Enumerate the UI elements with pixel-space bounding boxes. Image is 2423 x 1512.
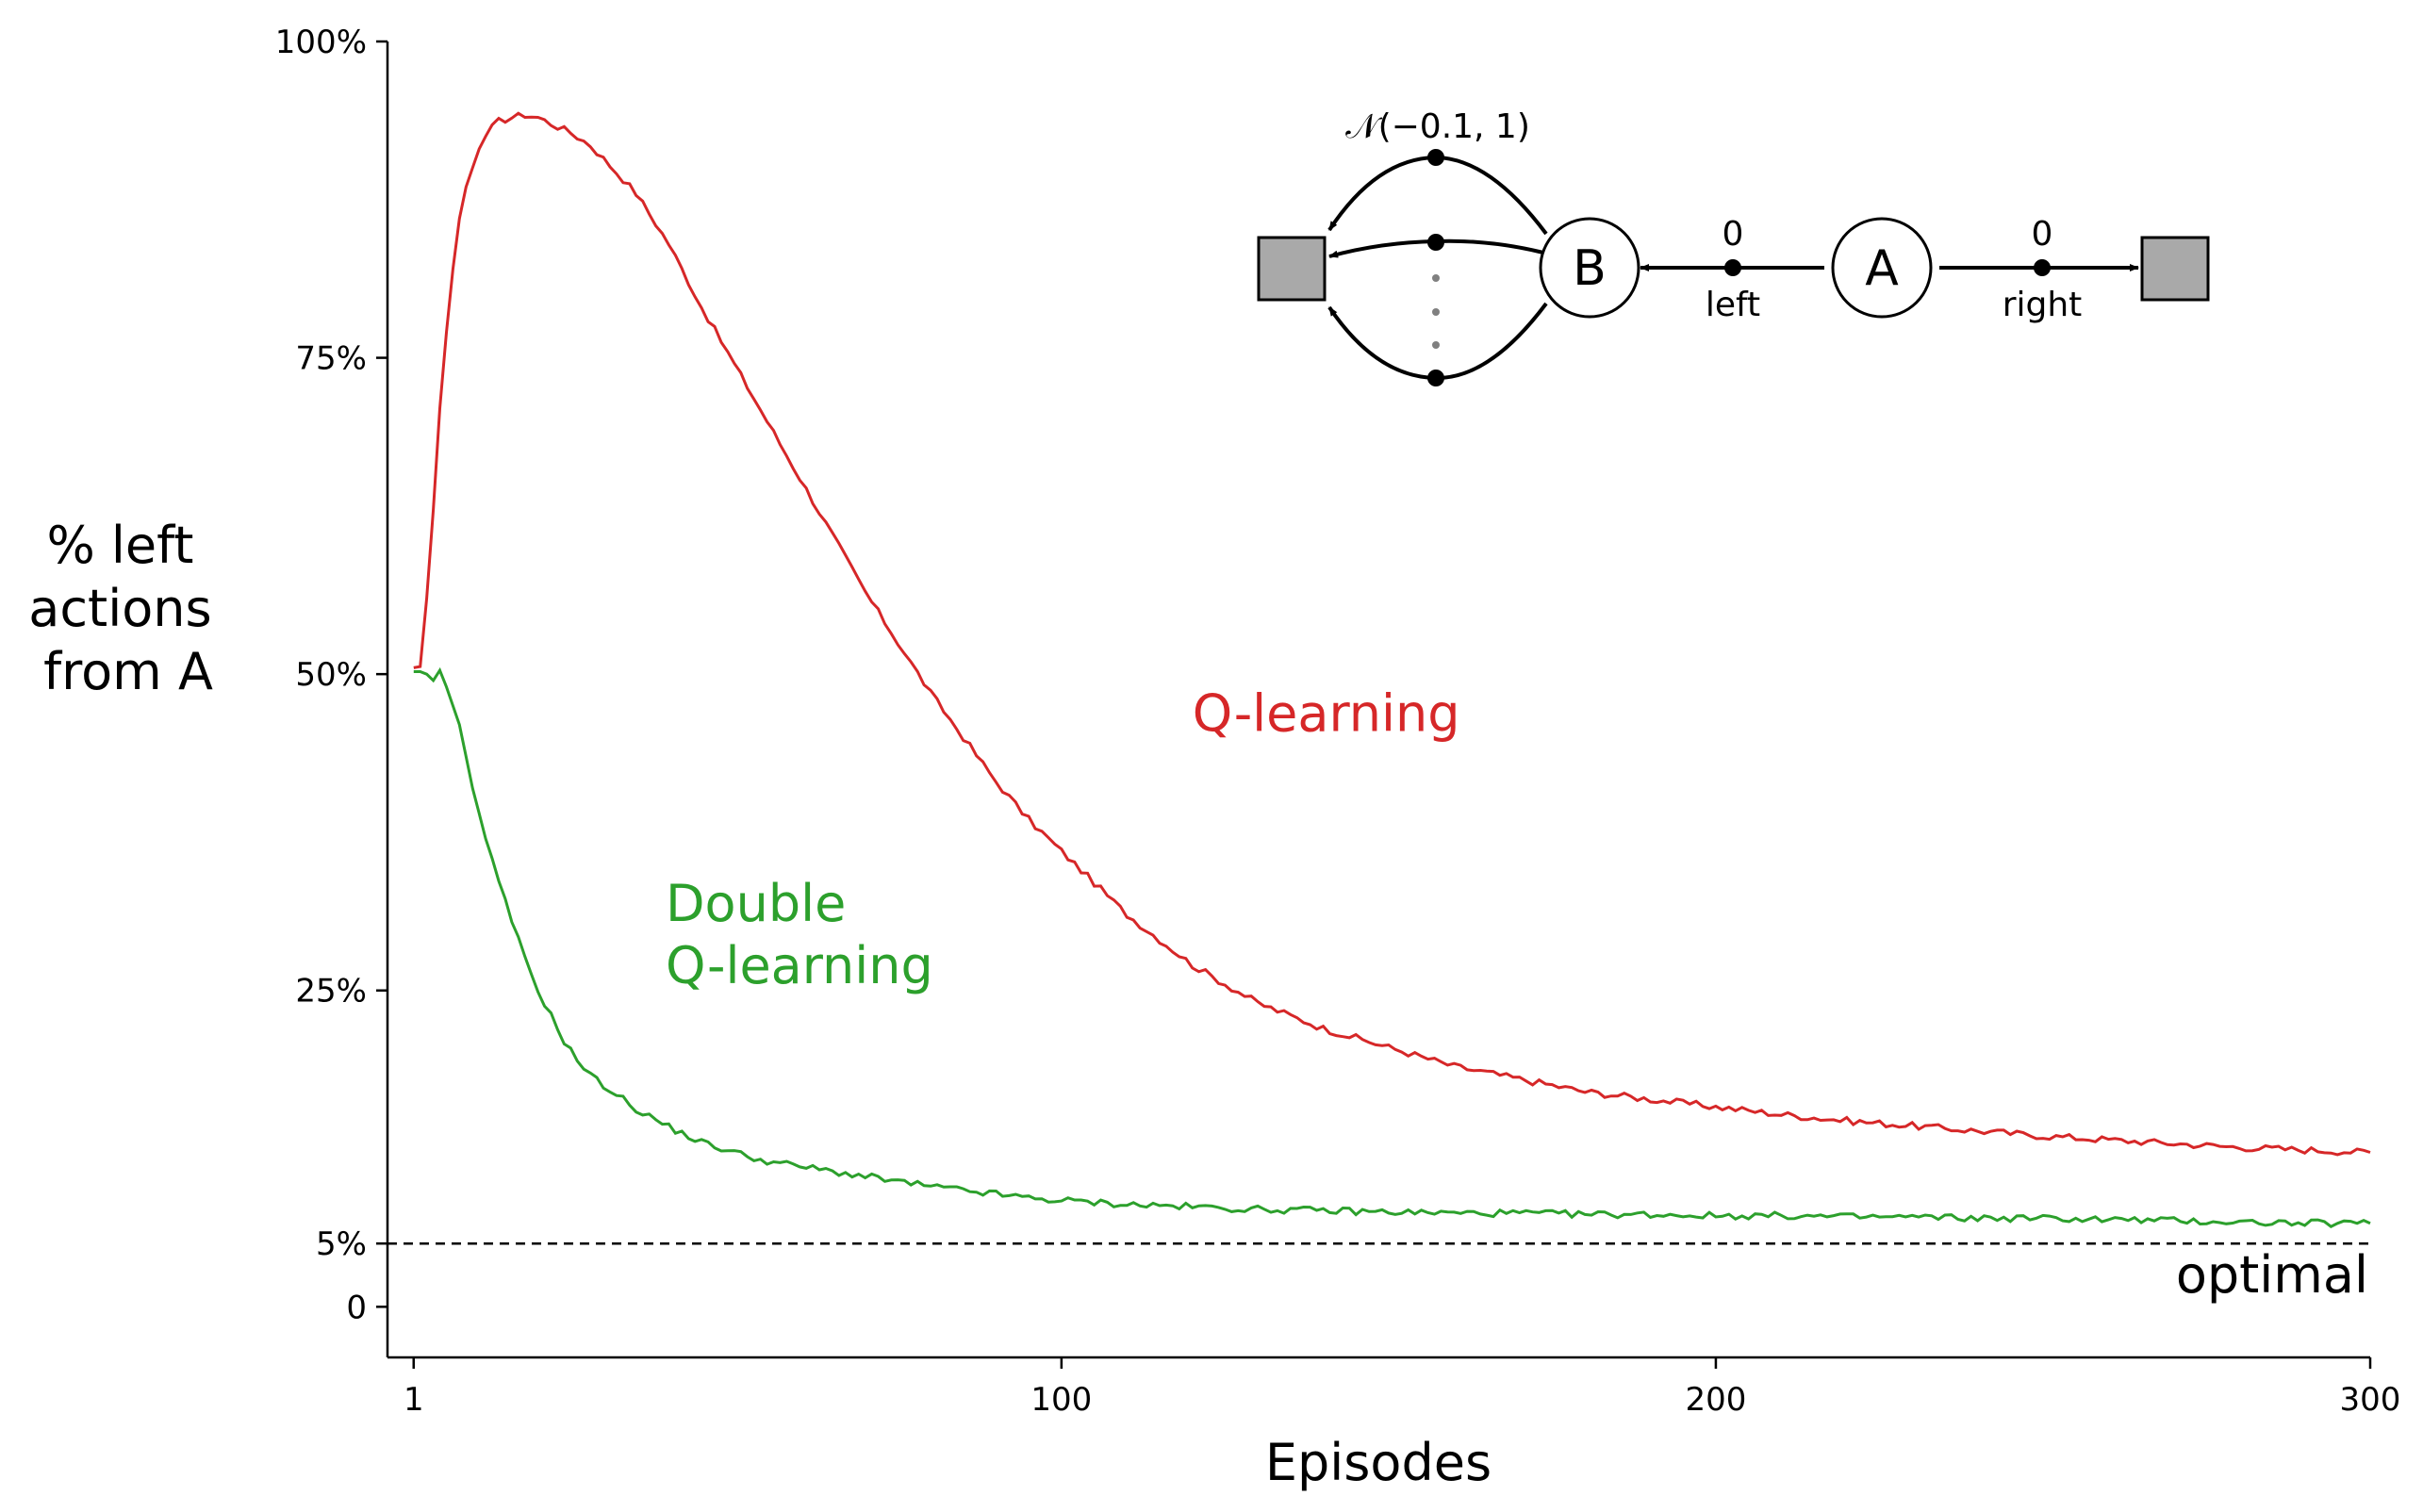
q-learning-label: Q-learning — [1193, 684, 1460, 744]
state-b-label: B — [1573, 240, 1607, 297]
x-tick-label: 200 — [1685, 1381, 1746, 1419]
x-tick-label: 300 — [2340, 1381, 2401, 1419]
state-b-node — [1539, 217, 1640, 319]
right-reward-label: 0 — [2032, 215, 2053, 254]
state-a-label: A — [1865, 240, 1899, 297]
x-ticks: 1 100 200 300 — [404, 1357, 2401, 1419]
q-learning-label-line: Q-learning — [1193, 684, 1460, 744]
y-tick-label: 75% — [295, 340, 367, 378]
right-action-dot — [2034, 259, 2051, 276]
y-tick-label: 0 — [346, 1289, 367, 1326]
y-tick-label: 100% — [275, 24, 367, 61]
y-axis-label: % left actions from A — [28, 516, 228, 701]
mdp-inset-diagram: 𝒩(−0.1, 1) 0 left 0 right B A — [1257, 107, 2210, 386]
y-tick-label: 50% — [295, 656, 367, 694]
y-axis-label-line-1: % left — [46, 516, 193, 575]
y-ticks: 0 5% 25% 50% 75% 100% — [275, 24, 387, 1326]
y-axis-label-line-2: actions — [28, 579, 211, 638]
double-q-learning-label-line-2: Q-learning — [666, 936, 933, 995]
right-action-label: right — [2003, 286, 2083, 324]
arc-dot-top — [1427, 149, 1444, 166]
optimal-label: optimal — [2176, 1245, 2368, 1305]
b-to-terminal-arc-top — [1327, 155, 1548, 236]
double-q-learning-label-line-1: Double — [666, 874, 846, 933]
reward-distribution-label: 𝒩(−0.1, 1) — [1345, 107, 1530, 146]
double-q-learning-label: Double Q-learning — [666, 874, 933, 995]
left-action-label: left — [1706, 286, 1760, 324]
ellipsis-dot-3 — [1432, 341, 1440, 349]
y-tick-label: 25% — [295, 973, 367, 1011]
right-terminal-state — [2140, 236, 2210, 302]
series-line-double-q-learning — [413, 666, 2371, 1228]
left-action-dot — [1724, 259, 1741, 276]
arc-dot-middle — [1427, 234, 1444, 251]
ellipsis-dot-2 — [1432, 308, 1440, 316]
x-tick-label: 1 — [404, 1381, 424, 1419]
x-axis-label: Episodes — [1265, 1433, 1492, 1492]
ellipsis-dot-1 — [1432, 274, 1440, 282]
y-tick-label: 5% — [316, 1225, 367, 1263]
y-axis-label-line-3: from A — [43, 642, 213, 701]
series-line-q-learning — [413, 111, 2371, 1157]
left-terminal-state — [1257, 236, 1327, 302]
arc-dot-bottom — [1427, 370, 1444, 386]
state-a-node — [1831, 217, 1933, 319]
left-reward-label: 0 — [1722, 215, 1744, 254]
x-tick-label: 100 — [1030, 1381, 1092, 1419]
